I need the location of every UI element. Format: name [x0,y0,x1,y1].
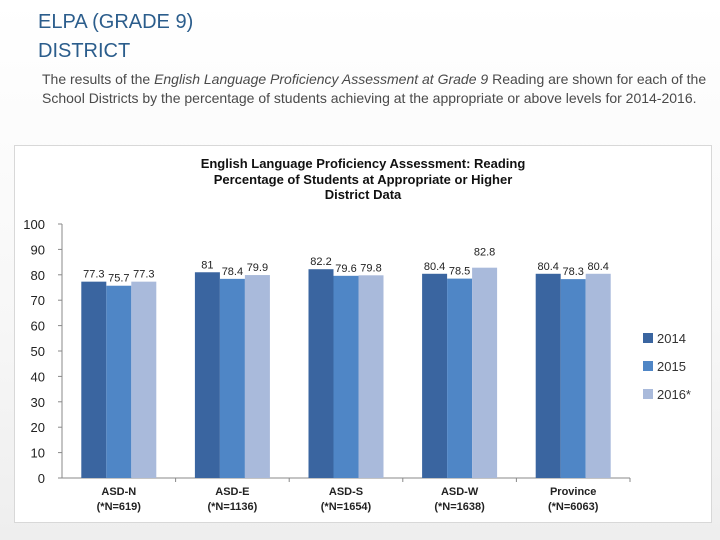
bar-2016-asd-s [358,275,384,478]
chart-title-line-3: District Data [325,187,402,202]
y-tick-label: 20 [31,420,45,435]
bar-2014-asd-w [422,273,448,478]
data-label: 78.5 [449,266,470,278]
description-text-end: Reading are shown for each of the School… [42,71,707,106]
chart-title-line-2: Percentage of Students at Appropriate or… [214,172,513,187]
y-tick-label: 10 [31,446,45,461]
y-tick-label: 80 [31,268,45,283]
y-tick-label: 60 [31,319,45,334]
data-label: 79.6 [335,263,356,275]
description-assessment-name: English Language Proficiency Assessment … [154,71,489,87]
legend-label: 2015 [657,359,686,374]
x-tick-label: ASD-N [101,486,136,498]
data-label: 78.4 [222,266,243,278]
bar-2015-asd-w [447,278,473,478]
data-label: 77.3 [83,269,104,281]
bar-chart: English Language Proficiency Assessment:… [23,156,691,513]
data-label: 79.8 [360,262,381,274]
bar-2016-asd-e [244,275,270,478]
legend-label: 2016* [657,387,691,402]
bar-2014-asd-s [308,269,334,478]
y-tick-label: 100 [23,217,45,232]
data-label: 75.7 [108,273,129,285]
data-label: 79.9 [247,262,268,274]
bar-2015-asd-e [219,278,245,478]
x-tick-note: (*N=1654) [321,501,372,513]
slide-description: The results of the English Language Prof… [42,70,707,108]
description-text-start: The results of the [42,71,155,87]
x-tick-note: (*N=619) [97,501,142,513]
bar-2015-province [560,279,586,478]
y-tick-label: 50 [31,344,45,359]
y-tick-label: 30 [31,395,45,410]
bar-2016-asd-n [131,281,157,478]
bar-2015-asd-n [106,285,132,478]
y-tick-label: 0 [38,471,45,486]
data-label: 80.4 [537,261,558,273]
x-tick-note: (*N=6063) [548,501,599,513]
x-tick-note: (*N=1638) [434,501,485,513]
data-label: 80.4 [587,261,608,273]
slide-title: ELPA (GRADE 9) DISTRICT [38,8,193,66]
y-tick-label: 90 [31,242,45,257]
legend-label: 2014 [657,331,686,346]
chart-panel: English Language Proficiency Assessment:… [14,145,712,523]
slide-title-line-2: DISTRICT [38,40,131,62]
x-tick-note: (*N=1136) [207,501,257,513]
x-tick-label: ASD-W [441,486,479,498]
data-label: 77.3 [133,269,154,281]
x-tick-label: Province [550,486,596,498]
legend-swatch-2016 [643,389,653,399]
y-tick-label: 40 [31,369,45,384]
bar-2014-province [535,273,561,478]
data-label: 82.8 [474,247,495,259]
data-label: 81 [201,259,213,271]
data-label: 80.4 [424,261,445,273]
bar-2016-province [585,273,611,478]
data-label: 78.3 [562,266,583,278]
bar-2014-asd-n [81,281,107,478]
bar-2015-asd-s [333,275,359,478]
data-label: 82.2 [310,256,331,268]
chart-title-line-1: English Language Proficiency Assessment:… [201,156,526,171]
legend-swatch-2014 [643,333,653,343]
slide-title-line-1: ELPA (GRADE 9) [38,11,194,33]
bar-2014-asd-e [194,272,220,478]
legend-swatch-2015 [643,361,653,371]
x-tick-label: ASD-E [215,486,249,498]
x-tick-label: ASD-S [329,486,363,498]
bar-2016-asd-w [472,267,498,478]
y-tick-label: 70 [31,293,45,308]
